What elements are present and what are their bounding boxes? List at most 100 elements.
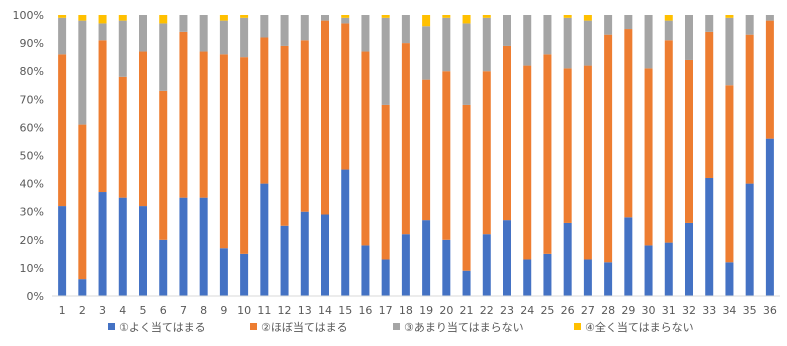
legend: ①よく当てはまる ②ほぼ当てはまる ③あまり当てはまらない ④全く当てはまらない xyxy=(108,320,694,334)
bar-segment-1-cat-36 xyxy=(765,138,774,296)
bar-segment-2-cat-13 xyxy=(300,40,309,212)
bar-segment-1-cat-24 xyxy=(523,259,532,296)
bar-segment-1-cat-11 xyxy=(260,183,269,296)
bar-segment-1-cat-6 xyxy=(159,239,168,296)
x-tick-label: 11 xyxy=(257,304,271,317)
bar-segment-2-cat-33 xyxy=(705,31,714,178)
x-tick-label: 23 xyxy=(500,304,514,317)
legend-swatch-2 xyxy=(250,323,257,330)
bar-segment-3-cat-2 xyxy=(78,20,87,125)
x-tick-label: 27 xyxy=(581,304,595,317)
x-tick-label: 22 xyxy=(480,304,494,317)
bar-segment-2-cat-27 xyxy=(583,65,592,260)
x-tick-label: 19 xyxy=(419,304,433,317)
bar-segment-1-cat-31 xyxy=(664,242,673,296)
bar-segment-3-cat-22 xyxy=(482,17,491,72)
bar-segment-2-cat-4 xyxy=(118,76,127,198)
y-tick-label: 100% xyxy=(13,9,44,22)
bar-segment-2-cat-15 xyxy=(341,23,350,170)
x-tick-label: 25 xyxy=(540,304,554,317)
y-tick-label: 40% xyxy=(20,178,44,191)
bar-segment-1-cat-22 xyxy=(482,234,491,296)
bar-segment-1-cat-14 xyxy=(321,214,329,296)
y-tick-label: 10% xyxy=(20,262,44,275)
y-tick-label: 50% xyxy=(20,150,44,163)
bar-segment-1-cat-29 xyxy=(624,217,633,296)
bar-segment-1-cat-20 xyxy=(442,239,451,296)
x-tick-label: 8 xyxy=(200,304,207,317)
x-tick-label: 20 xyxy=(439,304,453,317)
bar-segment-3-cat-36 xyxy=(765,15,774,21)
bar-segment-1-cat-35 xyxy=(745,183,754,296)
x-tick-label: 10 xyxy=(237,304,251,317)
bar-segment-2-cat-2 xyxy=(78,124,87,280)
bar-segment-3-cat-16 xyxy=(361,15,370,52)
x-axis: 1 2 3 4 5 6 7 8 9 10 11 12 13 14 15 16 17 18 19 20 21 22 23 24 2… xyxy=(59,304,777,317)
bar-segment-3-cat-26 xyxy=(563,17,572,69)
bar-segment-2-cat-11 xyxy=(260,37,269,184)
x-tick-label: 13 xyxy=(298,304,312,317)
x-tick-label: 32 xyxy=(682,304,696,317)
bar-segment-1-cat-23 xyxy=(503,220,511,296)
bar-segment-4-cat-15 xyxy=(341,15,350,18)
bar-segment-4-cat-19 xyxy=(422,15,431,27)
bar-segment-1-cat-3 xyxy=(98,192,107,296)
x-tick-label: 3 xyxy=(99,304,106,317)
bar-segment-3-cat-10 xyxy=(240,17,249,58)
bar-segment-3-cat-4 xyxy=(118,20,127,77)
bar-segment-2-cat-9 xyxy=(219,54,228,249)
y-tick-label: 70% xyxy=(20,93,44,106)
bar-segment-1-cat-15 xyxy=(341,169,350,296)
bar-segment-1-cat-28 xyxy=(604,262,613,296)
bar-segment-1-cat-12 xyxy=(280,225,289,296)
bar-segment-3-cat-31 xyxy=(664,20,673,41)
y-tick-label: 30% xyxy=(20,206,44,219)
bar-segment-4-cat-1 xyxy=(58,15,67,18)
bar-segment-3-cat-28 xyxy=(604,15,613,35)
bar-segment-1-cat-5 xyxy=(139,206,147,296)
bar-segment-1-cat-1 xyxy=(58,206,67,296)
bar-segment-2-cat-12 xyxy=(280,45,289,226)
bar-segment-2-cat-31 xyxy=(664,40,673,243)
bar-segment-3-cat-9 xyxy=(219,20,228,55)
bar-segment-4-cat-2 xyxy=(78,15,87,21)
bar-segment-3-cat-29 xyxy=(624,15,633,30)
x-tick-label: 1 xyxy=(59,304,66,317)
bar-segment-1-cat-9 xyxy=(219,248,228,296)
bar-segment-3-cat-8 xyxy=(199,15,208,52)
bar-segment-4-cat-4 xyxy=(118,15,127,21)
bar-segment-2-cat-14 xyxy=(321,20,329,215)
bar-segment-1-cat-33 xyxy=(705,177,714,296)
y-tick-label: 0% xyxy=(27,290,44,303)
bar-segment-4-cat-3 xyxy=(98,15,107,24)
bar-segment-1-cat-25 xyxy=(543,253,552,296)
bar-segment-4-cat-6 xyxy=(159,15,168,24)
plot-area xyxy=(58,15,774,296)
y-tick-label: 80% xyxy=(20,65,44,78)
bar-segment-3-cat-18 xyxy=(401,15,410,44)
bar-segment-2-cat-10 xyxy=(240,57,249,254)
bar-segment-3-cat-17 xyxy=(381,17,390,105)
bar-segment-2-cat-8 xyxy=(199,51,208,198)
legend-label-3: ③あまり当てはまらない xyxy=(404,320,524,334)
legend-swatch-3 xyxy=(393,323,400,330)
bar-segment-2-cat-36 xyxy=(765,20,774,139)
bar-segment-2-cat-17 xyxy=(381,104,390,260)
bar-segment-2-cat-28 xyxy=(604,34,613,263)
legend-label-4: ④全く当てはまらない xyxy=(585,320,694,334)
x-tick-label: 6 xyxy=(160,304,167,317)
bar-segment-1-cat-17 xyxy=(381,259,390,296)
bar-segment-2-cat-7 xyxy=(179,31,188,198)
x-tick-label: 12 xyxy=(278,304,292,317)
bar-segment-2-cat-5 xyxy=(139,51,147,207)
bar-segment-1-cat-4 xyxy=(118,197,127,296)
bar-segment-2-cat-16 xyxy=(361,51,370,246)
x-tick-label: 18 xyxy=(399,304,413,317)
x-tick-label: 16 xyxy=(358,304,372,317)
bar-segment-2-cat-30 xyxy=(644,68,653,246)
bar-segment-3-cat-11 xyxy=(260,15,269,38)
bar-segment-3-cat-24 xyxy=(523,15,532,66)
bar-segment-2-cat-29 xyxy=(624,29,633,218)
